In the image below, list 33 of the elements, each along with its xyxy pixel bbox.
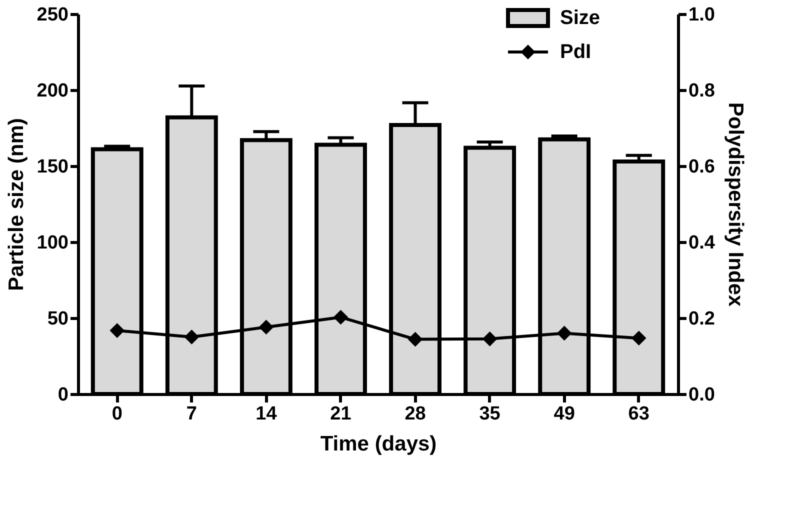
y-tick-label: 200 [36,80,68,102]
legend-label: PdI [560,41,592,63]
y-tick-label: 150 [36,156,68,178]
point [482,331,498,346]
x-tick-label: 0 [112,404,122,424]
y2-tick-label: 0.6 [688,156,715,178]
point [408,332,423,347]
y2-tick-label: 0.0 [688,384,715,406]
point [258,320,274,335]
y-tick-label: 250 [36,4,68,26]
x-tick-label: 49 [554,404,575,424]
x-tick-label: 35 [479,404,501,424]
point [631,330,646,346]
x-tick-label: 21 [330,404,352,424]
y2-tick-label: 0.2 [688,308,715,330]
y-axis-title: Particle size (nm) [4,118,28,291]
point [556,326,572,341]
point [110,323,125,338]
y-tick-label: 0 [58,384,68,406]
y2-tick-label: 0.8 [688,80,715,102]
legend-label: Size [560,7,600,29]
x-tick-label: 7 [186,404,197,424]
x-axis-title: Time (days) [320,432,437,456]
y2-axis-title: Polydispersity Index [724,102,747,307]
point [184,330,200,344]
y2-tick-label: 1.0 [688,4,715,26]
point [333,310,348,325]
y-tick-label: 50 [47,308,68,330]
x-tick-label: 63 [628,404,650,424]
x-tick-label: 14 [256,404,278,424]
y-tick-label: 100 [36,232,68,254]
x-tick-label: 28 [404,404,426,424]
y2-tick-label: 0.4 [688,232,716,254]
